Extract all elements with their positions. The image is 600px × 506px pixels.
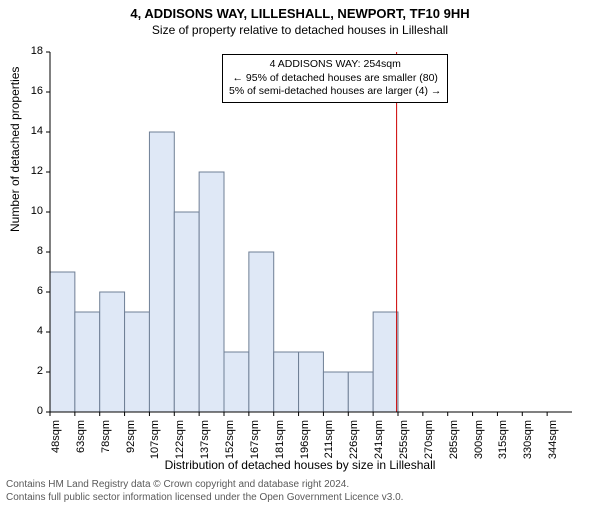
bar (174, 212, 199, 412)
y-tick-label: 12 (31, 165, 43, 177)
chart-container: 4, ADDISONS WAY, LILLESHALL, NEWPORT, TF… (0, 6, 600, 506)
y-tick-label: 18 (31, 45, 43, 57)
y-tick-label: 14 (31, 125, 43, 137)
bar (323, 372, 348, 412)
bar (373, 312, 398, 412)
y-axis-label: Number of detached properties (8, 67, 22, 232)
bar (149, 132, 174, 412)
bar (299, 352, 324, 412)
y-tick-label: 10 (31, 205, 43, 217)
bar (75, 312, 100, 412)
bar (274, 352, 299, 412)
x-axis-label: Distribution of detached houses by size … (0, 458, 600, 472)
y-tick-label: 8 (37, 245, 43, 257)
y-tick-label: 0 (37, 405, 43, 417)
info-line-1: 4 ADDISONS WAY: 254sqm (229, 58, 441, 72)
bar (199, 172, 224, 412)
y-tick-label: 6 (37, 285, 43, 297)
bar (100, 292, 125, 412)
bar (125, 312, 150, 412)
chart-subtitle: Size of property relative to detached ho… (0, 23, 600, 37)
plot-area (50, 52, 572, 412)
y-tick-label: 2 (37, 365, 43, 377)
bar (348, 372, 373, 412)
footer-line-1: Contains HM Land Registry data © Crown c… (6, 479, 403, 492)
info-line-2: ← 95% of detached houses are smaller (80… (229, 72, 441, 86)
bar (249, 252, 274, 412)
footer: Contains HM Land Registry data © Crown c… (6, 479, 403, 504)
bar (224, 352, 249, 412)
footer-line-2: Contains full public sector information … (6, 492, 403, 505)
info-box: 4 ADDISONS WAY: 254sqm ← 95% of detached… (222, 54, 448, 103)
chart-title: 4, ADDISONS WAY, LILLESHALL, NEWPORT, TF… (0, 6, 600, 21)
y-tick-label: 4 (37, 325, 43, 337)
y-tick-label: 16 (31, 85, 43, 97)
info-line-3: 5% of semi-detached houses are larger (4… (229, 85, 441, 99)
bar (50, 272, 75, 412)
